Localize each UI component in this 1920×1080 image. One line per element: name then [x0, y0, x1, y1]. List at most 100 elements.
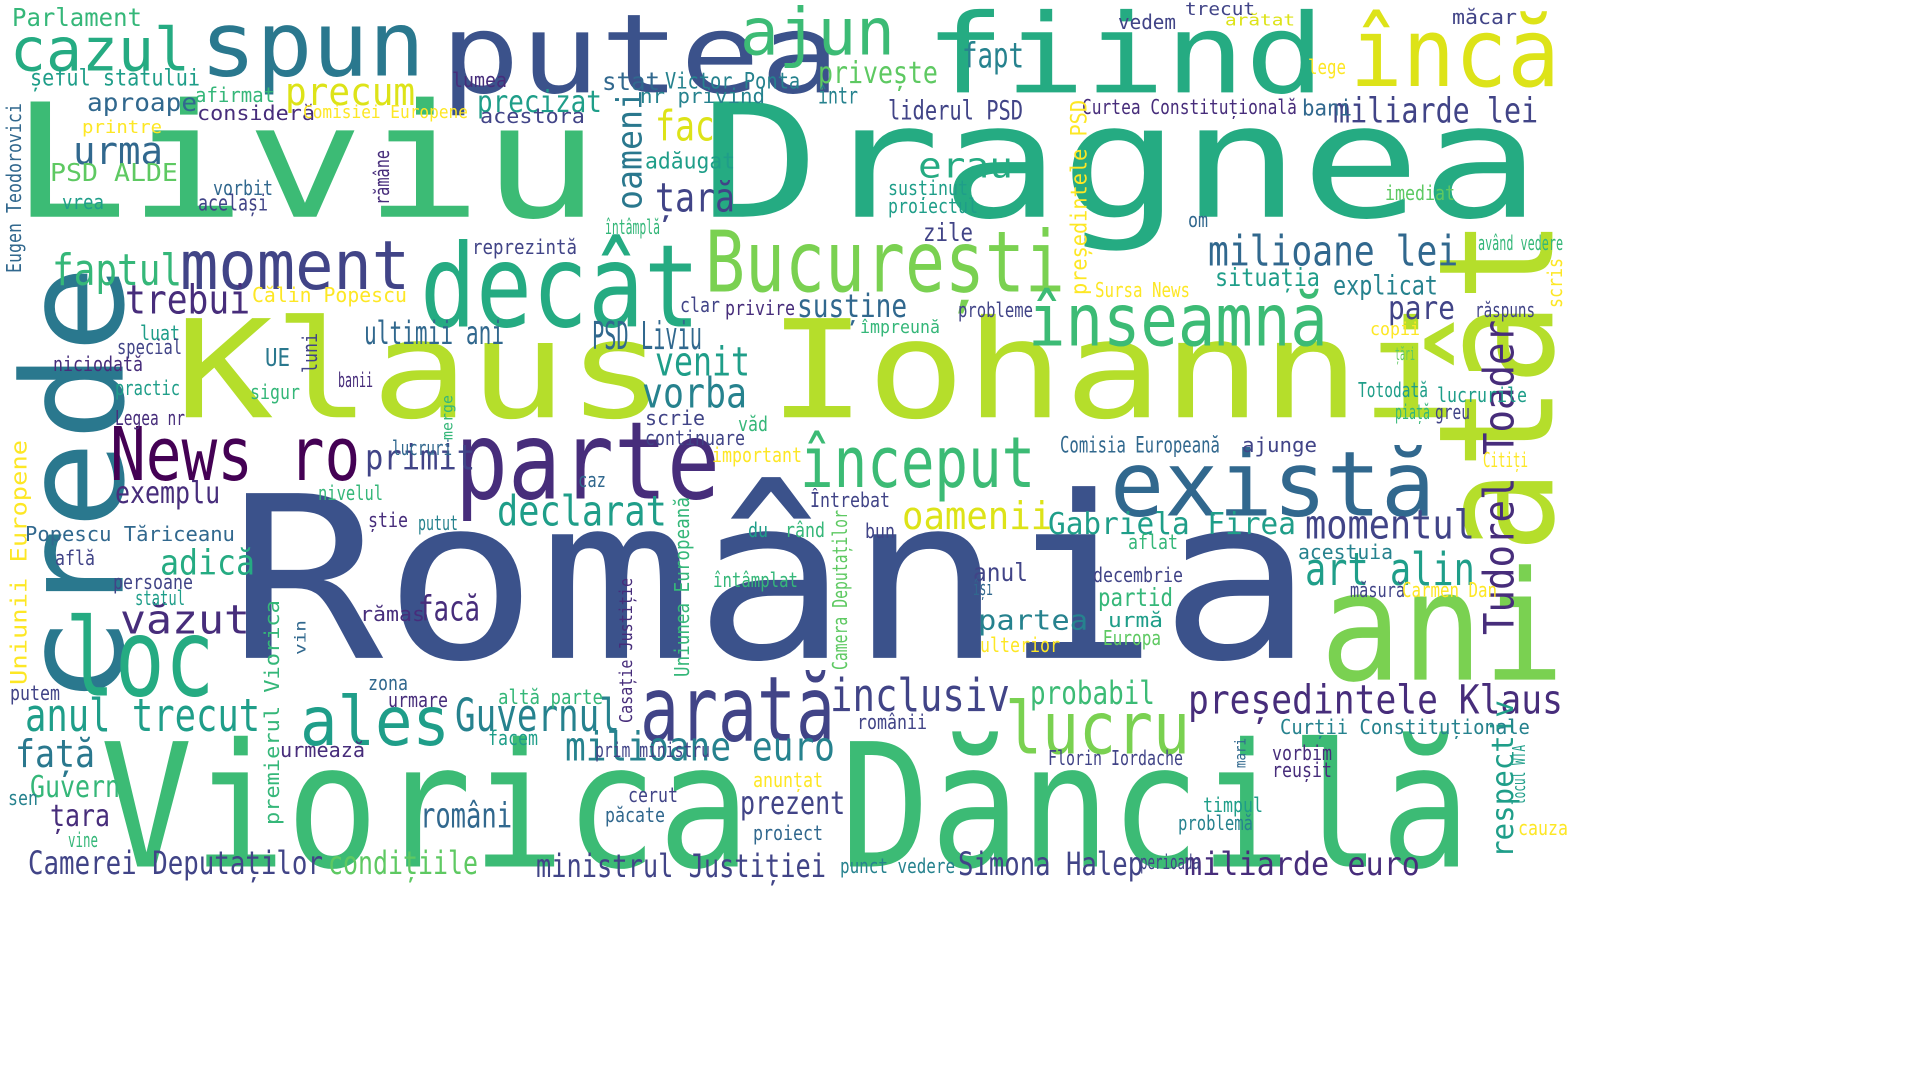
word-aratat: arătat	[1225, 10, 1296, 30]
word-miliarde-euro: miliarde euro	[1184, 845, 1420, 883]
word-important: important	[712, 443, 802, 467]
word-du: du	[748, 518, 769, 542]
word-cauza: cauza	[1518, 816, 1569, 840]
word-fac: fac	[655, 101, 715, 151]
word-nr-privind: nr privind	[640, 84, 766, 108]
word-cazul: cazul	[10, 14, 191, 85]
word-vazut: văzut	[120, 596, 251, 644]
word-parlament: Parlament	[12, 2, 142, 32]
word-mari: mari	[1231, 738, 1250, 768]
word-premierul-viorica: premierul Viorica	[260, 600, 284, 825]
word-proiect: proiect	[753, 821, 824, 845]
word-urmare: urmare	[388, 688, 449, 712]
word-sen: sen	[8, 786, 38, 810]
word-vad: văd	[738, 412, 768, 436]
word-problema: problemă	[1178, 811, 1253, 835]
word-ministrul-justitiei: ministrul Justiției	[536, 847, 826, 885]
word-cititi: Citiți	[1483, 448, 1529, 472]
word-facem: facem	[488, 726, 539, 750]
word-clar: clar	[680, 293, 720, 317]
word-trebui: trebui	[125, 276, 251, 324]
word-reusit: reușit	[1272, 758, 1333, 782]
word-ajunge: ajunge	[1242, 433, 1318, 457]
word-vedem: vedem	[1118, 10, 1177, 34]
word-putea: putea	[440, 0, 841, 119]
word-popescu-tariceanu: Popescu Tăriceanu	[25, 522, 235, 546]
word-special: special	[117, 335, 183, 359]
word-momentul: momentul	[1305, 501, 1475, 549]
word-precum: precum	[285, 69, 416, 115]
word-vorba: vorba	[642, 368, 748, 418]
word-perioada: perioada	[1140, 850, 1200, 874]
word-uniunea-europeana: Uniunea Europeană	[670, 497, 694, 677]
word-explicat: explicat	[1333, 269, 1438, 302]
word-lucruri: lucruri	[392, 436, 453, 460]
word-ultimii-ani: ultimii ani	[364, 314, 505, 352]
word-venit: venit	[655, 338, 751, 386]
word-vrea: vrea	[62, 190, 104, 214]
word-klaus: Klaus	[175, 290, 666, 450]
word-eugen-teodorovici: Eugen Teodorovici	[2, 103, 26, 273]
word-comisia-europeana: Comisia Europeană	[1060, 432, 1220, 458]
word-inseamna: înseamnă	[1028, 278, 1328, 363]
word-romani: români	[420, 794, 513, 836]
word-zile: zile	[923, 217, 973, 247]
word-stat: stat	[602, 66, 660, 96]
word-zona: zona	[368, 671, 408, 695]
word-bucuresti: București	[705, 212, 1065, 312]
word-intamplat: întâmplat	[713, 568, 798, 592]
word-oamenii: oamenii	[902, 493, 1053, 539]
word-lucru: lucru	[1005, 686, 1191, 771]
word-printre: printre	[82, 116, 163, 138]
word-prezent: prezent	[740, 784, 846, 822]
word-afirmat: afirmat	[195, 83, 276, 107]
word-priveste: privește	[818, 55, 938, 91]
word-inca: încă	[1350, 0, 1560, 109]
word-scrie: scrie	[645, 406, 706, 430]
word-intampla: întâmplă	[605, 215, 660, 239]
word-bun: bun	[865, 519, 895, 543]
word-acestora: acestora	[480, 104, 585, 128]
word-piata: piață	[1395, 400, 1431, 424]
word-lumea: lumea	[452, 68, 508, 92]
word-stie: știe	[368, 508, 408, 532]
word-ani: ani	[1320, 538, 1565, 717]
word-luat: luat	[140, 321, 180, 345]
word-lege: lege	[1308, 55, 1346, 79]
word-moment: moment	[180, 225, 411, 306]
word-news-ro: News ro	[110, 411, 361, 498]
word-decembrie: decembrie	[1093, 563, 1183, 587]
word-adica: adică	[160, 541, 256, 583]
word-ulterior: ulterior	[980, 633, 1060, 657]
word-tari: țări	[1395, 343, 1415, 365]
word-seful-statului: șeful statului	[30, 63, 200, 91]
word-alta-parte: altă parte	[498, 685, 604, 709]
word-afla: află	[55, 546, 95, 570]
word-comisiei-europene: Comisiei Europene	[303, 101, 468, 123]
word-banii: banii	[338, 368, 374, 392]
word-nivelul: nivelul	[318, 481, 384, 505]
word-copii: copii	[1370, 318, 1421, 340]
word-anul: anul	[973, 557, 1028, 587]
word-gabriela-firea: Gabriela Firea	[1048, 506, 1296, 542]
word-niciodata: niciodată	[53, 352, 143, 376]
word-locul-wta: locul WTA	[1508, 745, 1530, 805]
word-ramane: rămâne	[370, 149, 394, 205]
word-primit: primit	[365, 436, 476, 478]
word-art-alin: art alin	[1305, 542, 1475, 596]
word-practic: practic	[115, 376, 181, 400]
word-putut: putut	[418, 511, 459, 535]
word-inclusiv: inclusiv	[830, 668, 1010, 722]
word-statul: statul	[135, 586, 186, 610]
word-timpul: timpul	[1203, 793, 1264, 817]
word-sustine: susține	[797, 287, 908, 325]
word-acestuia: acestuia	[1298, 540, 1393, 564]
word-impreuna: împreună	[860, 316, 940, 338]
word-intrebat: Întrebat	[810, 488, 890, 512]
word-adaugat: adăugat	[645, 148, 736, 174]
word-camera-deputatilor: Camera Deputaților	[828, 510, 852, 670]
word-faca: facă	[418, 587, 480, 629]
word-ales: ales	[300, 681, 450, 762]
word-masura: măsură	[1350, 578, 1406, 602]
